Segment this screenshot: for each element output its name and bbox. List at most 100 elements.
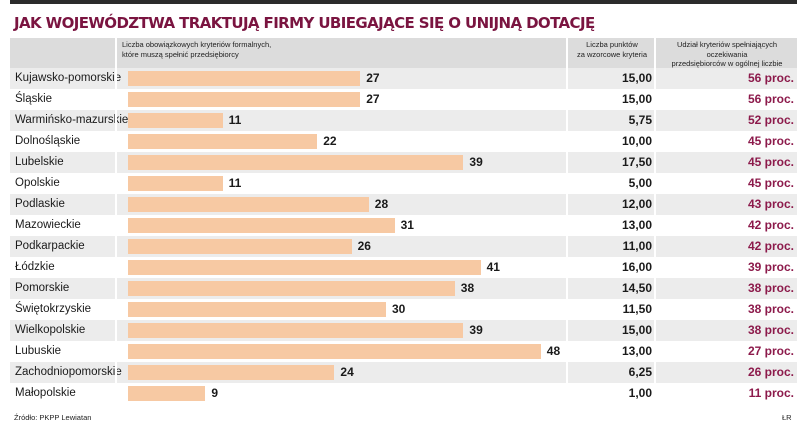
table-row: Zachodniopomorskie 24 6,25 26 proc.: [10, 362, 797, 383]
share-value: 43 proc.: [747, 197, 794, 211]
points-value: 6,25: [628, 365, 652, 379]
region-label: Pomorskie: [15, 282, 70, 294]
criteria-bar: [128, 218, 395, 233]
criteria-value: 22: [323, 134, 337, 148]
header-criteria-line2: które muszą spełnić przedsiębiorcy: [122, 49, 239, 59]
share-value: 52 proc.: [747, 113, 794, 127]
region-label: Dolnośląskie: [15, 135, 81, 147]
header-points-line2: za wzorcowe kryteria: [576, 49, 648, 59]
table-row: Pomorskie 38 14,50 38 proc.: [10, 278, 797, 299]
header-criteria: Liczba obowiązkowych kryteriów formalnyc…: [122, 40, 271, 59]
region-label: Opolskie: [15, 177, 60, 189]
criteria-bar: [128, 386, 206, 401]
criteria-value: 31: [400, 218, 414, 232]
criteria-bar: [128, 113, 223, 128]
region-label: Łódzkie: [15, 261, 55, 273]
header-points-line1: Liczba punktów: [586, 40, 638, 49]
criteria-value: 11: [228, 176, 242, 190]
points-value: 13,00: [621, 344, 652, 358]
criteria-bar: [128, 281, 455, 296]
points-value: 15,00: [621, 323, 652, 337]
column-divider: [115, 38, 117, 410]
share-value: 45 proc.: [747, 155, 794, 169]
criteria-bar: [128, 344, 541, 359]
points-value: 15,00: [621, 92, 652, 106]
header-criteria-line1: Liczba obowiązkowych kryteriów formalnyc…: [122, 40, 272, 49]
criteria-value: 48: [546, 344, 561, 358]
points-value: 5,75: [628, 113, 652, 127]
criteria-bar: [128, 176, 223, 191]
criteria-bar: [128, 71, 361, 86]
points-value: 15,00: [621, 71, 652, 85]
table-row: Kujawsko-pomorskie 27 15,00 56 proc.: [10, 68, 797, 89]
column-divider: [654, 38, 656, 410]
region-label: Podkarpackie: [15, 240, 85, 252]
points-value: 1,00: [628, 386, 652, 400]
table-row: Lubelskie 39 17,50 45 proc.: [10, 152, 797, 173]
header-points: Liczba punktów za wzorcowe kryteria: [570, 40, 654, 59]
criteria-value: 38: [460, 281, 475, 295]
points-value: 10,00: [621, 134, 652, 148]
criteria-value: 24: [340, 365, 354, 379]
share-value: 56 proc.: [747, 71, 794, 85]
region-label: Śląskie: [15, 93, 53, 105]
region-label: Podlaskie: [15, 198, 65, 210]
table-row: Dolnośląskie 22 10,00 45 proc.: [10, 131, 797, 152]
region-label: Lubuskie: [15, 345, 62, 357]
region-label: Zachodniopomorskie: [15, 366, 122, 378]
criteria-value: 41: [486, 260, 500, 274]
criteria-bar: [128, 302, 386, 317]
share-value: 26 proc.: [747, 365, 794, 379]
criteria-value: 39: [469, 323, 483, 337]
table-row: Lubuskie 48 13,00 27 proc.: [10, 341, 797, 362]
criteria-bar: [128, 365, 335, 380]
criteria-bar: [128, 155, 464, 170]
points-value: 11,00: [622, 239, 652, 253]
table-row: Łódzkie 41 16,00 39 proc.: [10, 257, 797, 278]
criteria-bar: [128, 323, 464, 338]
criteria-bar: [128, 92, 361, 107]
points-value: 14,50: [621, 281, 652, 295]
source-note: Źródło: PKPP Lewiatan: [14, 413, 92, 422]
table-row: Śląskie 27 15,00 56 proc.: [10, 89, 797, 110]
points-value: 13,00: [621, 218, 652, 232]
points-value: 11,50: [622, 302, 652, 316]
points-value: 12,00: [621, 197, 652, 211]
chart-title: JAK WOJEWÓDZTWA TRAKTUJĄ FIRMY UBIEGAJĄC…: [14, 14, 595, 32]
share-value: 38 proc.: [747, 302, 794, 316]
share-value: 39 proc.: [747, 260, 794, 274]
share-value: 42 proc.: [747, 218, 794, 232]
table-row: Opolskie 11 5,00 45 proc.: [10, 173, 797, 194]
share-value: 11 proc.: [748, 386, 794, 400]
author-initials: ŁR: [782, 413, 792, 422]
table-row: Małopolskie 9 1,00 11 proc.: [10, 383, 797, 404]
criteria-value: 30: [392, 302, 406, 316]
region-label: Mazowieckie: [15, 219, 81, 231]
region-label: Świętokrzyskie: [15, 303, 92, 315]
table-header: Liczba obowiązkowych kryteriów formalnyc…: [10, 38, 797, 78]
region-label: Wielkopolskie: [15, 324, 86, 336]
table-row: Świętokrzyskie 30 11,50 38 proc.: [10, 299, 797, 320]
region-label: Warmińsko-mazurskie: [15, 114, 129, 126]
criteria-value: 39: [469, 155, 483, 169]
column-divider: [566, 38, 568, 410]
criteria-value: 9: [211, 386, 219, 400]
top-rule: [10, 0, 797, 4]
points-value: 5,00: [628, 176, 652, 190]
criteria-value: 27: [366, 92, 380, 106]
region-label: Małopolskie: [15, 387, 76, 399]
table-row: Warmińsko-mazurskie 11 5,75 52 proc.: [10, 110, 797, 131]
criteria-bar: [128, 134, 318, 149]
share-value: 42 proc.: [747, 239, 794, 253]
criteria-value: 27: [366, 71, 380, 85]
share-value: 45 proc.: [747, 176, 794, 190]
points-value: 17,50: [621, 155, 652, 169]
criteria-value: 28: [374, 197, 389, 211]
criteria-bar: [128, 260, 481, 275]
share-value: 27 proc.: [747, 344, 794, 358]
table-row: Podkarpackie 26 11,00 42 proc.: [10, 236, 797, 257]
criteria-bar: [128, 197, 369, 212]
share-value: 38 proc.: [747, 323, 794, 337]
criteria-value: 26: [357, 239, 371, 253]
table-row: Podlaskie 28 12,00 43 proc.: [10, 194, 797, 215]
